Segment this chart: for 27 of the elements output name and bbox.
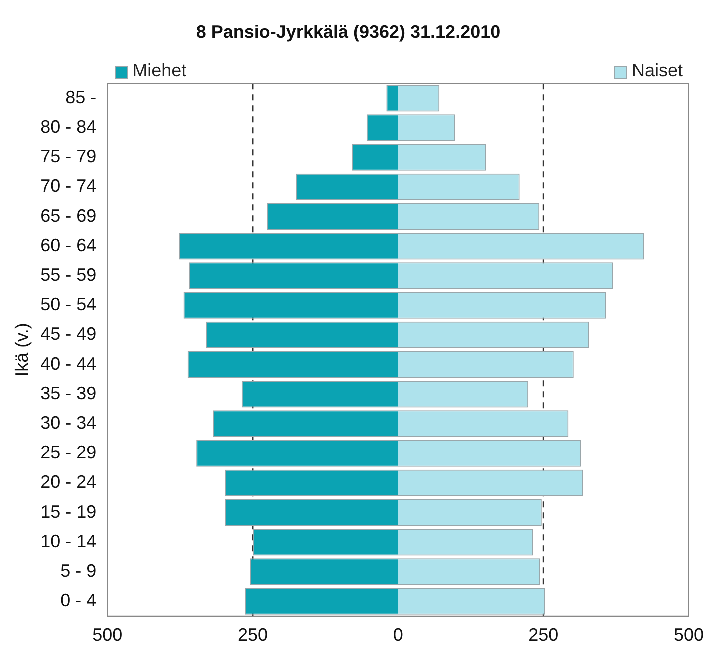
chart-title: 8 Pansio-Jyrkkälä (9362) 31.12.2010 <box>196 22 501 42</box>
x-tick-label: 250 <box>238 625 268 646</box>
y-tick-label: 10 - 14 <box>40 531 97 552</box>
y-tick-label: 85 - <box>66 87 97 108</box>
x-tick-label: 0 <box>393 625 404 646</box>
x-tick-label: 500 <box>92 625 123 646</box>
y-tick-label: 55 - 59 <box>40 264 97 285</box>
y-tick-label: 70 - 74 <box>40 176 97 196</box>
y-tick-label: 60 - 64 <box>40 235 97 256</box>
y-tick-label: 0 - 4 <box>60 590 97 611</box>
x-tick-label: 500 <box>674 625 704 646</box>
y-axis-title: Ikä (v.) <box>12 323 32 377</box>
y-tick-label: 80 - 84 <box>40 116 97 137</box>
y-tick-label: 75 - 79 <box>40 146 97 167</box>
y-tick-label: 65 - 69 <box>40 206 97 226</box>
y-tick-label: 40 - 44 <box>40 354 97 374</box>
x-tick-label: 250 <box>528 625 559 646</box>
legend-label: Miehet <box>132 60 187 81</box>
y-tick-label: 35 - 39 <box>40 383 97 404</box>
y-tick-label: 20 - 24 <box>40 472 97 492</box>
y-tick-label: 15 - 19 <box>40 502 97 522</box>
y-tick-label: 45 - 49 <box>40 324 97 344</box>
y-tick-label: 25 - 29 <box>40 442 97 463</box>
y-tick-label: 30 - 34 <box>40 412 97 433</box>
legend-label: Naiset <box>632 60 684 81</box>
y-tick-label: 5 - 9 <box>60 560 97 581</box>
y-tick-label: 50 - 54 <box>40 294 97 315</box>
